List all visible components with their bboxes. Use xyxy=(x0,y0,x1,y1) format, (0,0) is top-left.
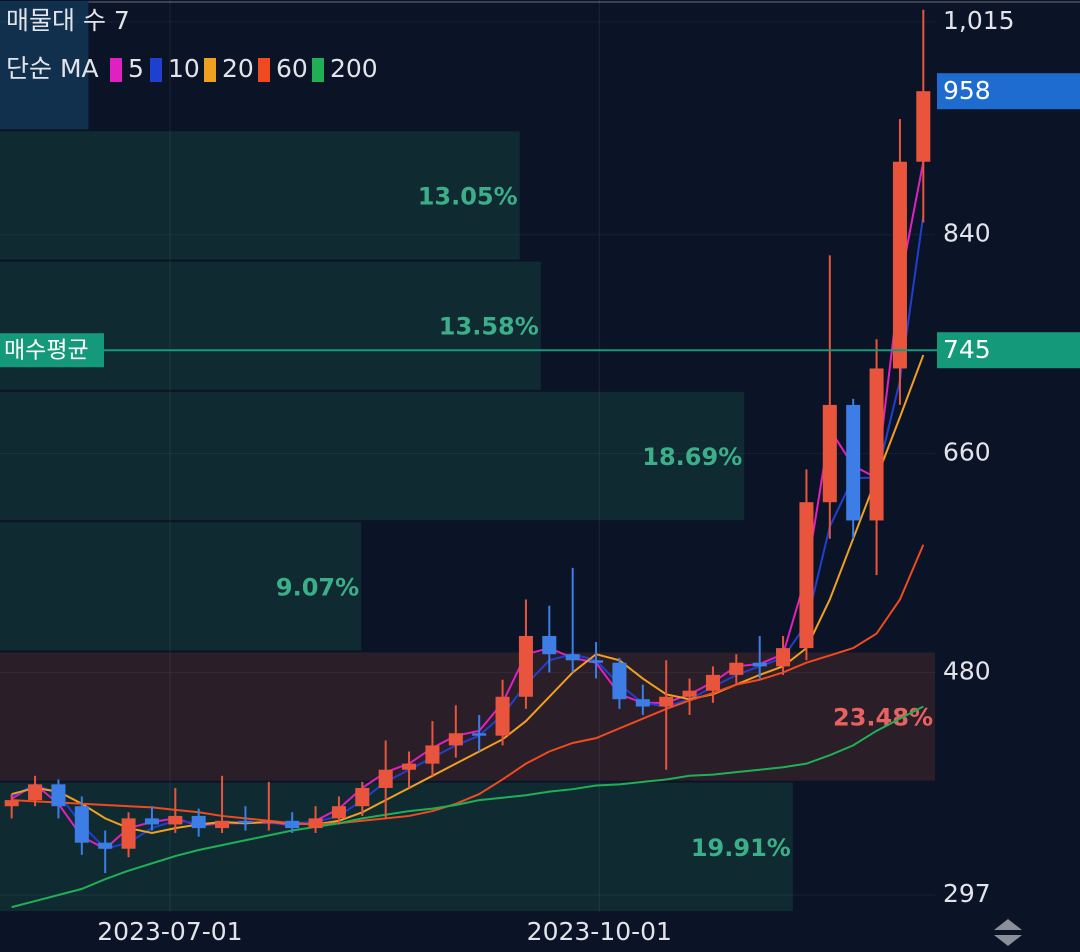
volume-profile-label: 18.69% xyxy=(642,443,742,471)
candle-body xyxy=(74,806,89,843)
candle-body xyxy=(215,820,230,829)
candle-body xyxy=(98,842,113,849)
last-price-tag xyxy=(937,73,1080,110)
volume-profile-band xyxy=(0,652,935,781)
candle-body xyxy=(238,820,253,824)
moving-average-line xyxy=(11,354,925,834)
volume-profile-band xyxy=(0,782,793,911)
volume-profile-band xyxy=(0,131,520,260)
candle-body xyxy=(705,674,720,691)
candle-body xyxy=(589,660,604,663)
candle-body xyxy=(4,800,19,807)
candle-body xyxy=(518,635,533,697)
scroll-icon[interactable] xyxy=(994,919,1022,946)
y-tick-label: 660 xyxy=(943,438,991,467)
legend-label: 60 xyxy=(276,54,308,83)
candle-body xyxy=(846,404,861,521)
volume-profile-band xyxy=(0,261,541,390)
candle-body xyxy=(612,662,627,700)
volume-profile-label: 13.58% xyxy=(439,313,539,341)
candle-body xyxy=(776,648,791,667)
candle-body xyxy=(191,815,206,829)
candle-body xyxy=(355,787,370,807)
ma-label: 단순 MA xyxy=(6,54,99,83)
candle-body xyxy=(659,696,674,707)
volume-profile-label: 13.05% xyxy=(418,182,518,210)
candle-body xyxy=(331,806,346,819)
moving-average-line xyxy=(11,215,925,850)
buy-average-price-tag xyxy=(937,332,1080,369)
buy-average-label: 매수평균 xyxy=(4,338,89,364)
candle-body xyxy=(495,696,510,736)
last-price: 958 xyxy=(943,76,991,105)
volume-profile-band xyxy=(0,391,745,521)
legend-swatch xyxy=(110,58,122,82)
buy-average-tag xyxy=(0,333,104,368)
candle-body xyxy=(378,769,393,788)
volume-profile-band xyxy=(0,1,89,130)
volume-profile-label: 9.07% xyxy=(276,573,359,601)
moving-average-line xyxy=(11,705,924,909)
legend-swatch xyxy=(258,58,270,82)
volume-profile-label: 19.91% xyxy=(691,834,791,862)
candle-body xyxy=(51,784,66,807)
legend-swatch xyxy=(312,58,324,82)
candle-body xyxy=(144,818,159,825)
candle-body xyxy=(892,161,907,369)
candle-body xyxy=(916,91,931,162)
candle-body xyxy=(261,820,276,824)
legend-label: 5 xyxy=(128,54,144,83)
candle-body xyxy=(682,690,697,697)
legend-swatch xyxy=(204,58,216,82)
candle-body xyxy=(448,733,463,746)
candle-body xyxy=(28,784,43,801)
candle-body xyxy=(752,662,767,667)
volume-profile-band xyxy=(0,522,362,651)
moving-average-line xyxy=(11,544,925,826)
x-tick-label: 2023-10-01 xyxy=(527,917,672,946)
candle-body xyxy=(308,818,323,829)
candle-body xyxy=(635,699,650,707)
x-tick-label: 2023-07-01 xyxy=(97,917,242,946)
y-tick-label: 840 xyxy=(943,219,991,248)
candle-body xyxy=(799,502,814,649)
candle-body xyxy=(121,818,136,849)
candle-body xyxy=(729,662,744,675)
candle-body xyxy=(472,733,487,736)
candle-body xyxy=(425,745,440,764)
y-tick-label: 480 xyxy=(943,656,991,685)
indicator-label: 매물대 수 7 xyxy=(6,6,130,35)
candle-body xyxy=(542,635,557,655)
legend-swatch xyxy=(150,58,162,82)
legend-label: 20 xyxy=(222,54,254,83)
candle-body xyxy=(565,654,580,661)
moving-average-line xyxy=(11,161,925,850)
y-tick-label: 1,015 xyxy=(943,6,1015,35)
buy-average-price: 745 xyxy=(943,335,991,364)
candle-body xyxy=(822,404,837,503)
legend-label: 200 xyxy=(330,54,378,83)
candle-body xyxy=(168,815,183,825)
candle-body xyxy=(285,820,300,829)
legend-label: 10 xyxy=(168,54,200,83)
y-tick-label: 297 xyxy=(943,879,991,908)
candle-body xyxy=(402,763,417,770)
candle-body xyxy=(869,368,884,521)
